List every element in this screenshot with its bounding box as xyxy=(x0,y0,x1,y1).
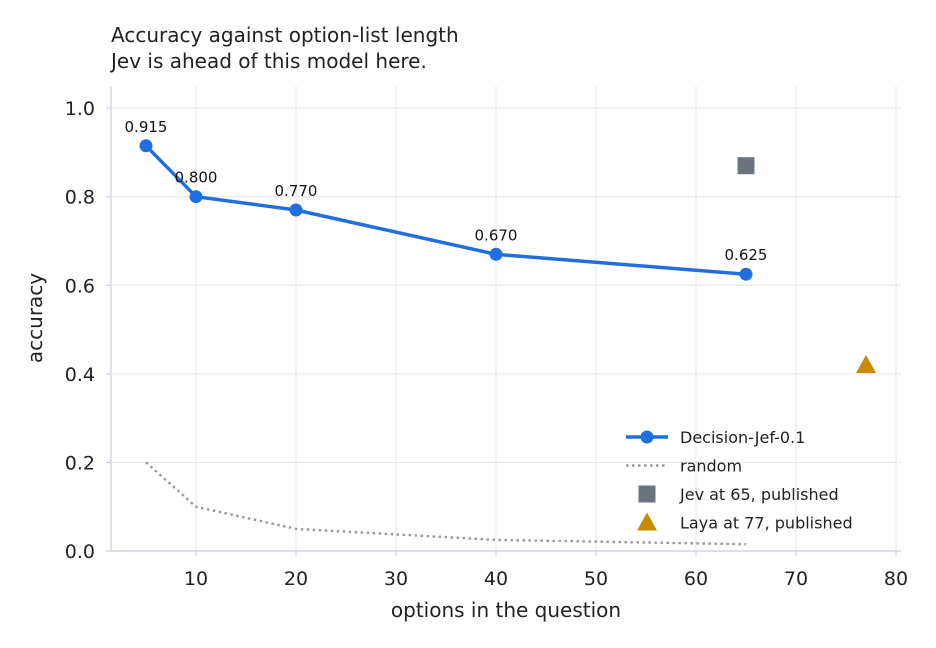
x-axis-label: options in the question xyxy=(391,598,621,622)
series xyxy=(139,139,876,546)
x-tick-label: 70 xyxy=(784,568,808,590)
y-tick-label: 0.4 xyxy=(65,364,95,386)
y-axis-label: accuracy xyxy=(23,273,47,363)
x-tick-label: 60 xyxy=(684,568,708,590)
y-tick-label: 0.0 xyxy=(65,541,95,563)
data-label: 0.625 xyxy=(725,246,768,264)
x-tick-label: 10 xyxy=(184,568,208,590)
axes: 10 20 30 40 50 60 70 80 0.0 0.2 0.4 0.6 0.8 1.0 xyxy=(65,86,908,590)
model-accuracy-point xyxy=(139,139,153,153)
y-tick-label: 1.0 xyxy=(65,98,95,120)
grid xyxy=(111,86,901,552)
model-accuracy-line xyxy=(144,144,747,276)
y-tick-label: 0.8 xyxy=(65,187,95,209)
model-accuracy-point xyxy=(189,190,203,204)
legend-label: Jev at 65, published xyxy=(679,485,839,504)
y-tick-label: 0.6 xyxy=(65,275,95,297)
y-tick-label: 0.2 xyxy=(65,452,95,474)
data-label: 0.915 xyxy=(125,118,168,136)
legend-marker-jev xyxy=(638,485,656,503)
random-baseline-line xyxy=(145,461,747,546)
legend-marker-laya xyxy=(637,512,657,531)
data-label: 0.800 xyxy=(175,169,218,187)
data-label: 0.770 xyxy=(275,182,318,200)
model-accuracy-point xyxy=(289,203,303,217)
model-accuracy-point xyxy=(489,247,503,261)
data-label: 0.670 xyxy=(475,226,518,244)
legend-marker-model xyxy=(640,430,654,444)
chart-title-block: Accuracy against option-list length Jev … xyxy=(111,22,459,74)
jev-published-point xyxy=(737,157,755,175)
legend-label: Laya at 77, published xyxy=(680,514,853,533)
x-tick-label: 20 xyxy=(284,568,308,590)
x-tick-label: 30 xyxy=(384,568,408,590)
chart-subtitle: Jev is ahead of this model here. xyxy=(111,49,427,73)
x-tick-label: 80 xyxy=(884,568,908,590)
chart-title: Accuracy against option-list length xyxy=(111,23,459,47)
laya-published-point xyxy=(856,355,876,373)
legend-label: random xyxy=(680,457,742,476)
legend-label: Decision-Jef-0.1 xyxy=(680,428,805,447)
data-labels: 0.915 0.800 0.770 0.670 0.625 xyxy=(125,118,768,264)
x-tick-label: 50 xyxy=(584,568,608,590)
x-tick-label: 40 xyxy=(484,568,508,590)
model-accuracy-point xyxy=(739,267,753,281)
legend: Decision-Jef-0.1 random Jev at 65, publish… xyxy=(626,428,853,533)
